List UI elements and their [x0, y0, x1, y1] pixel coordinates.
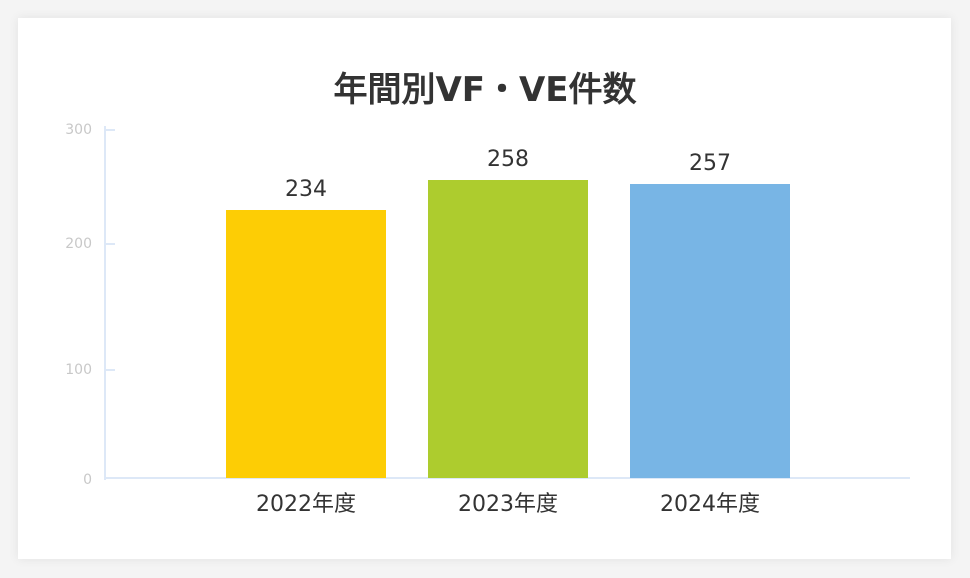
- x-label-2024: 2024年度: [660, 492, 760, 517]
- bar-value-2023: 258: [487, 147, 529, 172]
- x-axis-line: [104, 477, 910, 479]
- bar-value-2022: 234: [285, 177, 327, 202]
- y-tick-label-0: 0: [83, 472, 92, 488]
- y-tick-label-100: 100: [65, 362, 92, 378]
- bar-2023: [428, 180, 588, 478]
- y-tick-label-200: 200: [65, 236, 92, 252]
- x-label-2022: 2022年度: [256, 492, 356, 517]
- y-tick-200: [105, 243, 115, 245]
- bar-2024: [630, 184, 790, 478]
- y-tick-300: [105, 129, 115, 131]
- y-tick-label-300: 300: [65, 122, 92, 138]
- y-axis-line: [104, 126, 106, 480]
- y-tick-100: [105, 369, 115, 371]
- chart-title: 年間別VF・VE件数: [333, 70, 637, 110]
- bar-2022: [226, 210, 386, 478]
- x-label-2023: 2023年度: [458, 492, 558, 517]
- bar-value-2024: 257: [689, 151, 731, 176]
